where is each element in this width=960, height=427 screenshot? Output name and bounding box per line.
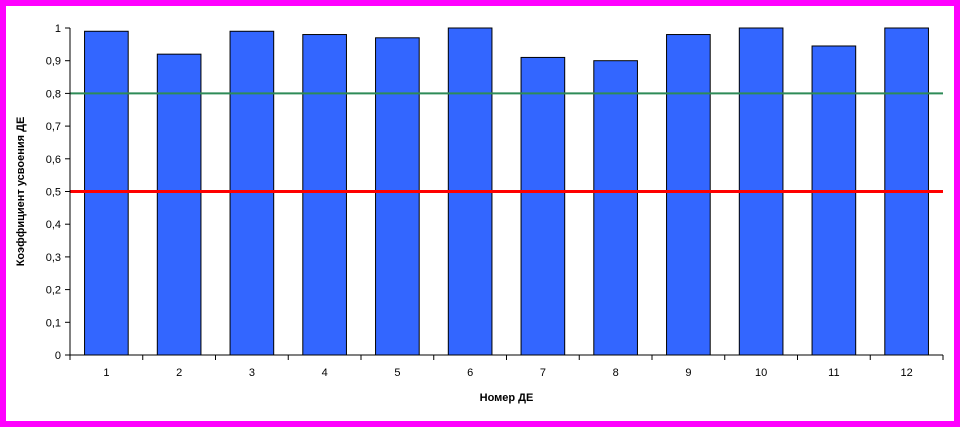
x-axis-title: Номер ДЕ [480, 392, 534, 404]
x-tick-label: 9 [685, 367, 691, 379]
y-axis-title: Коэффициент усвоения ДЕ [15, 117, 27, 267]
y-tick-label: 0,2 [46, 285, 61, 297]
y-tick-label: 0,4 [46, 219, 61, 231]
x-tick-label: 4 [322, 367, 328, 379]
y-tick-label: 0,1 [46, 317, 61, 329]
y-tick-label: 1 [55, 23, 61, 35]
y-tick-label: 0,8 [46, 88, 61, 100]
bar [302, 34, 347, 356]
x-tick-label: 1 [103, 367, 109, 379]
bar [84, 30, 129, 356]
x-tick-label: 12 [901, 367, 913, 379]
bar [229, 30, 275, 356]
bar [156, 53, 202, 356]
y-tick-label: 0,3 [46, 252, 61, 264]
x-tick-label: 2 [176, 367, 182, 379]
x-tick-label: 10 [755, 367, 767, 379]
x-tick-label: 7 [540, 367, 546, 379]
x-axis-ticks: 1 2 3 4 5 6 7 8 9 10 11 12 [69, 355, 944, 379]
bars [84, 27, 929, 356]
y-tick-label: 0,9 [46, 56, 61, 68]
y-tick-label: 0,6 [46, 154, 61, 166]
bar [520, 56, 566, 356]
y-tick-label: 0,5 [46, 187, 61, 199]
x-tick-label: 3 [249, 367, 255, 379]
y-tick-label: 0,7 [46, 121, 61, 133]
reference-lines [70, 92, 943, 193]
y-axis-ticks: 0 0,1 0,2 0,3 0,4 0,5 0,6 0,7 0,8 0,9 1 [46, 23, 70, 362]
y-tick-label: 0 [55, 350, 61, 362]
x-tick-label: 11 [828, 367, 839, 379]
bar [375, 37, 420, 356]
bar [811, 45, 857, 356]
x-tick-label: 8 [613, 367, 619, 379]
x-tick-label: 6 [467, 367, 473, 379]
bar [593, 60, 638, 356]
bar [666, 34, 711, 356]
x-tick-label: 5 [394, 367, 400, 379]
